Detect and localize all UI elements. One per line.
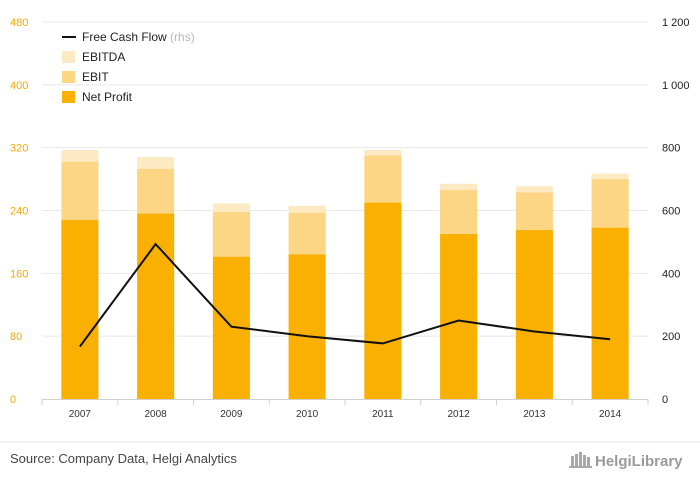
legend-swatch	[62, 71, 75, 83]
y-axis-left: 0 80 160 240 320 400 480	[10, 17, 28, 406]
y-right-tick-label: 600	[662, 206, 680, 218]
legend-swatch	[62, 51, 75, 63]
helgi-logo: HelgiLibrary	[569, 452, 683, 470]
legend-label: EBITDA	[82, 50, 125, 64]
x-tick-label: 2008	[145, 409, 168, 420]
legend-item-net-profit: Net Profit	[62, 90, 133, 104]
bar-net-profit-2011	[364, 203, 401, 399]
y-right-tick-label: 1 000	[662, 80, 690, 92]
legend-item-free-cash-flow: Free Cash Flow (rhs)	[62, 30, 195, 44]
legend-label: Net Profit	[82, 90, 133, 104]
bars	[61, 150, 628, 399]
x-tick-label: 2011	[372, 409, 394, 420]
x-axis	[42, 399, 648, 405]
y-left-tick-label: 320	[10, 143, 28, 155]
y-right-tick-label: 200	[662, 331, 680, 343]
x-tick-label: 2007	[69, 409, 92, 420]
library-icon	[569, 452, 592, 468]
x-axis-labels: 2007 2008 2009 2010 2011 2012 2013 2014	[69, 409, 622, 420]
y-right-tick-label: 0	[662, 394, 668, 406]
source-text: Source: Company Data, Helgi Analytics	[10, 451, 237, 466]
y-left-tick-label: 400	[10, 80, 28, 92]
x-tick-label: 2010	[296, 409, 319, 420]
bar-net-profit-2014	[592, 228, 629, 399]
y-left-tick-label: 80	[10, 331, 22, 343]
y-right-tick-label: 400	[662, 268, 680, 280]
grid-lines	[42, 22, 648, 336]
x-tick-label: 2009	[220, 409, 243, 420]
y-left-tick-label: 480	[10, 17, 28, 29]
x-tick-label: 2013	[523, 409, 546, 420]
x-tick-label: 2014	[599, 409, 622, 420]
y-right-tick-label: 1 200	[662, 17, 690, 29]
y-left-tick-label: 240	[10, 206, 28, 218]
legend-label: EBIT	[82, 70, 109, 84]
legend-item-ebit: EBIT	[62, 70, 109, 84]
legend-item-ebitda: EBITDA	[62, 50, 125, 64]
bar-net-profit-2013	[516, 230, 553, 399]
y-axis-right: 0 200 400 600 800 1 000 1 200	[662, 17, 690, 406]
chart-root: 0 80 160 240 320 400 480 0 200 400 600 800 1 000 1 2…	[0, 0, 700, 483]
x-tick-label: 2012	[448, 409, 471, 420]
legend-swatch	[62, 91, 75, 103]
bar-net-profit-2010	[289, 254, 326, 399]
legend-label: Free Cash Flow (rhs)	[82, 30, 195, 44]
bar-net-profit-2007	[61, 220, 98, 399]
logo-text: HelgiLibrary	[595, 453, 683, 470]
bar-net-profit-2008	[137, 214, 174, 399]
legend: Free Cash Flow (rhs) EBITDA EBIT Net Profit	[62, 30, 195, 104]
bar-net-profit-2012	[440, 234, 477, 399]
chart-svg: 0 80 160 240 320 400 480 0 200 400 600 800 1 000 1 2…	[0, 0, 700, 483]
y-left-tick-label: 0	[10, 394, 16, 406]
y-right-tick-label: 800	[662, 143, 680, 155]
legend-label-suffix: (rhs)	[167, 30, 195, 44]
y-left-tick-label: 160	[10, 268, 28, 280]
